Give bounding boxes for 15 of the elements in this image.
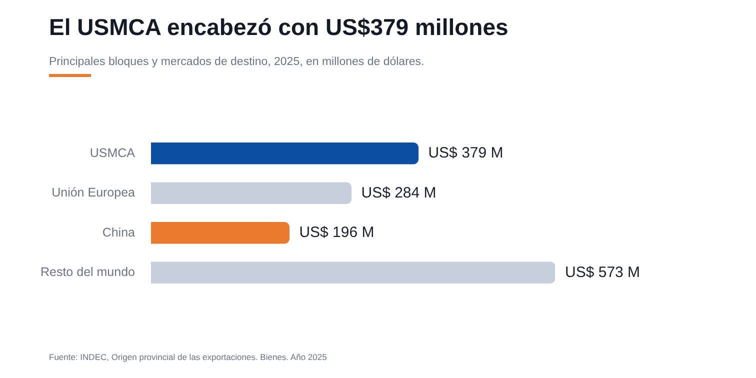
bar: [151, 222, 290, 244]
y-tick-label: China: [102, 225, 136, 240]
source-note: Fuente: INDEC, Origen provincial de las exportaciones. Bienes. Año 2025: [49, 352, 327, 362]
chart-subtitle: Principales bloques y mercados de destino, 2025, en millones de dólares.: [49, 56, 424, 68]
data-label: US$ 573 M: [565, 264, 640, 281]
bar: [151, 182, 352, 204]
data-label: US$ 284 M: [361, 184, 436, 202]
y-tick-label: Unión Europea: [52, 186, 136, 200]
data-label: US$ 379 M: [428, 144, 504, 162]
chart-title: El USMCA encabezó con US$379 millones: [49, 14, 508, 41]
y-tick-label: Resto del mundo: [40, 265, 136, 280]
y-tick-label: USMCA: [90, 146, 136, 160]
data-label: US$ 196 M: [299, 224, 374, 242]
bar: [151, 142, 419, 164]
bar: [151, 262, 555, 284]
